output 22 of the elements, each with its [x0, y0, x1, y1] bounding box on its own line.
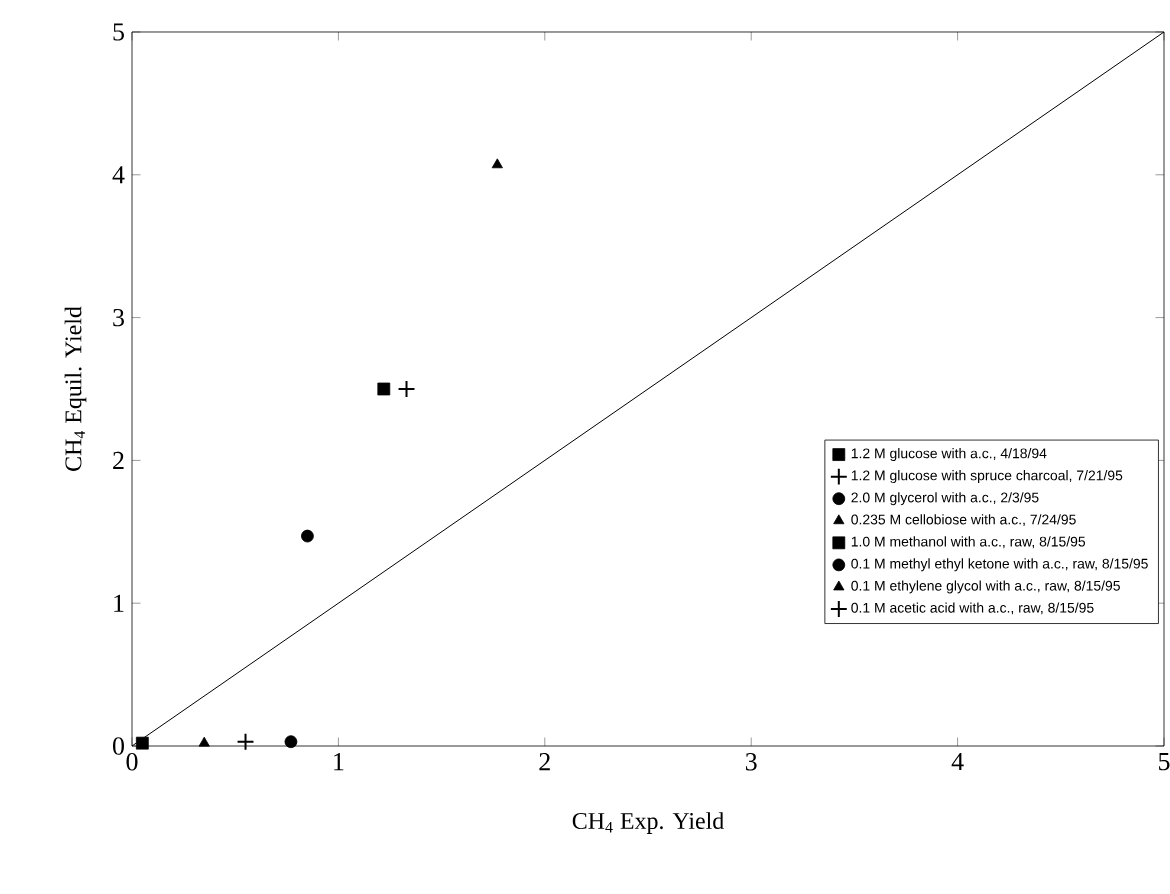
- x-axis-title: CH$_{4}$ Exp. Yield: [572, 812, 724, 834]
- x-tick-label: 1: [334, 753, 344, 771]
- x-tick-label: 3: [745, 753, 757, 771]
- x-tick-label: 2: [539, 753, 550, 771]
- y-tick-label: 4: [112, 166, 125, 184]
- point: [284, 735, 298, 749]
- y-axis-title: CH$_{4}$ Equil. Yield: [64, 306, 87, 471]
- x-tick-label: 5: [1159, 753, 1170, 771]
- y-tick-label: 3: [113, 308, 124, 327]
- point: [491, 158, 503, 169]
- point: [301, 529, 314, 543]
- y-tick-label: 5: [113, 23, 124, 41]
- y-tick-label: 1: [114, 594, 124, 612]
- x-tick-label: 0: [126, 753, 138, 771]
- point: [377, 382, 391, 396]
- x-tick-label: 4: [951, 753, 964, 771]
- point: [135, 736, 149, 750]
- y-tick-label: 0: [113, 737, 124, 755]
- y-tick-label: 2: [113, 451, 124, 469]
- point: [236, 732, 255, 751]
- point: [198, 736, 210, 747]
- point: [397, 380, 416, 398]
